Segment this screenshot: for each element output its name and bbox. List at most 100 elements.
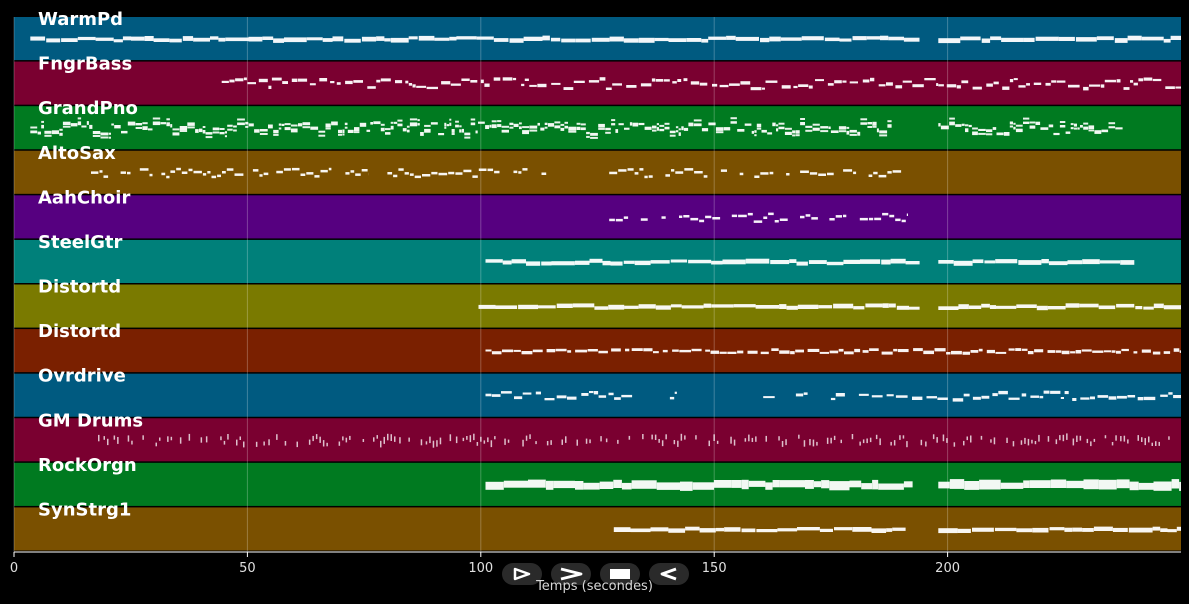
note-mark	[1163, 305, 1181, 310]
note-mark	[470, 118, 476, 121]
note-mark	[858, 393, 869, 396]
note-mark	[131, 440, 133, 445]
note-mark	[202, 126, 206, 128]
note-mark	[683, 215, 690, 218]
track-label: WarmPd	[38, 9, 123, 30]
note-mark	[480, 436, 482, 442]
rewind-button[interactable]	[649, 563, 689, 585]
note-mark	[62, 121, 71, 125]
fast-forward-button[interactable]	[551, 563, 591, 585]
note-mark	[938, 481, 950, 489]
note-mark	[862, 79, 870, 83]
note-mark	[756, 123, 762, 128]
track-lane[interactable]	[14, 373, 1181, 417]
note-mark	[960, 36, 981, 41]
rewind-icon	[660, 567, 677, 581]
note-mark	[996, 305, 1017, 309]
note-mark	[1034, 441, 1037, 445]
note-mark	[385, 132, 391, 135]
note-mark	[485, 393, 492, 397]
note-mark	[726, 35, 736, 40]
note-mark	[349, 435, 351, 440]
note-mark	[1065, 131, 1071, 134]
note-mark	[245, 121, 249, 125]
note-mark	[402, 128, 407, 132]
track-lane[interactable]	[14, 195, 1181, 239]
note-mark	[824, 37, 840, 42]
note-mark	[1094, 130, 1102, 134]
note-mark	[160, 122, 167, 125]
note-mark	[491, 351, 502, 355]
note-mark	[1100, 84, 1105, 88]
note-mark	[541, 172, 547, 175]
note-mark	[612, 83, 622, 86]
note-mark	[1029, 121, 1036, 124]
note-mark	[866, 438, 868, 444]
play-button[interactable]	[502, 563, 542, 585]
note-mark	[107, 438, 109, 446]
note-mark	[624, 127, 630, 130]
note-mark	[693, 123, 702, 127]
track-lane[interactable]	[14, 150, 1181, 194]
note-mark	[879, 438, 881, 446]
note-mark	[851, 434, 854, 440]
note-mark	[219, 128, 225, 130]
note-mark	[940, 125, 949, 130]
stop-button[interactable]	[600, 563, 640, 585]
note-mark	[103, 175, 109, 178]
note-mark	[887, 171, 892, 174]
note-mark	[290, 128, 298, 133]
stop-icon	[610, 569, 630, 579]
note-mark	[677, 440, 679, 447]
note-mark	[852, 527, 872, 532]
note-mark	[671, 169, 675, 172]
note-mark	[938, 306, 959, 310]
note-mark	[701, 38, 709, 43]
note-mark	[30, 126, 38, 129]
note-mark	[652, 129, 657, 132]
note-mark	[1023, 480, 1030, 488]
note-mark	[675, 130, 679, 133]
note-mark	[451, 133, 455, 135]
note-mark	[819, 351, 829, 354]
track-lane[interactable]	[14, 106, 1181, 150]
note-mark	[719, 351, 727, 354]
note-mark	[1016, 304, 1037, 308]
track-lane[interactable]	[14, 418, 1181, 462]
note-mark	[463, 169, 472, 173]
note-mark	[469, 435, 472, 443]
note-mark	[723, 127, 731, 131]
note-mark	[1023, 37, 1035, 42]
note-mark	[984, 260, 996, 264]
note-mark	[966, 436, 968, 441]
note-mark	[1018, 260, 1042, 265]
note-mark	[1098, 479, 1117, 490]
note-mark	[567, 396, 577, 400]
note-mark	[444, 126, 447, 129]
note-mark	[924, 78, 936, 81]
note-mark	[797, 527, 820, 531]
note-mark	[522, 126, 529, 129]
note-mark	[920, 439, 923, 446]
note-mark	[412, 84, 416, 88]
note-mark	[901, 219, 906, 223]
note-mark	[808, 260, 827, 264]
note-mark	[318, 130, 326, 133]
note-mark	[995, 351, 1007, 354]
note-mark	[1151, 442, 1153, 446]
note-mark	[785, 439, 787, 446]
track-lane[interactable]	[14, 61, 1181, 105]
note-mark	[938, 528, 958, 534]
note-mark	[1050, 479, 1067, 488]
note-mark	[615, 129, 619, 133]
note-mark	[986, 129, 993, 133]
note-mark	[712, 83, 718, 87]
note-mark	[701, 128, 709, 132]
note-mark	[820, 130, 829, 133]
note-mark	[923, 350, 934, 355]
note-mark	[795, 130, 800, 134]
note-mark	[547, 123, 555, 127]
note-mark	[610, 261, 623, 266]
note-mark	[575, 38, 591, 43]
